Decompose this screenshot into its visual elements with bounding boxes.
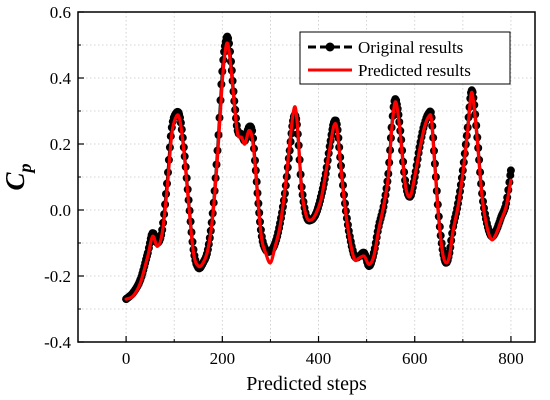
x-tick-label: 0 <box>122 349 131 368</box>
legend-items: Original results Predicted results <box>308 38 471 80</box>
x-tick-label: 400 <box>306 349 332 368</box>
y-tick-label: 0.4 <box>50 69 72 88</box>
x-axis-label: Predicted steps <box>246 373 367 395</box>
x-tick-label: 800 <box>498 349 524 368</box>
series-line-predicted-results <box>124 41 513 301</box>
y-axis-label: Cp <box>0 163 35 190</box>
legend: Original results Predicted results <box>299 31 511 85</box>
legend-label-predicted-results: Predicted results <box>358 61 471 80</box>
y-axis-label-main: C <box>0 172 30 191</box>
data-point-original-results <box>506 166 515 175</box>
y-tick-label: -0.2 <box>44 267 71 286</box>
legend-box <box>299 31 511 85</box>
x-tick-label: 600 <box>402 349 428 368</box>
y-tick-label: -0.4 <box>44 333 71 352</box>
y-tick-label: 0.0 <box>50 201 71 220</box>
x-tick-label: 200 <box>210 349 236 368</box>
tick-labels: 0 200 400 600 800 -0.4 -0.2 0.0 0.2 0.4 0.6 <box>44 3 524 368</box>
series-predicted-results <box>124 41 513 301</box>
y-tick-label: 0.2 <box>50 135 71 154</box>
axis-ticks <box>78 11 512 343</box>
legend-swatch-original-marker <box>325 42 335 52</box>
y-axis-label-subscript: p <box>15 163 35 174</box>
legend-label-original-results: Original results <box>358 38 463 57</box>
y-tick-label: 0.6 <box>50 3 71 22</box>
series-layer <box>122 32 515 304</box>
